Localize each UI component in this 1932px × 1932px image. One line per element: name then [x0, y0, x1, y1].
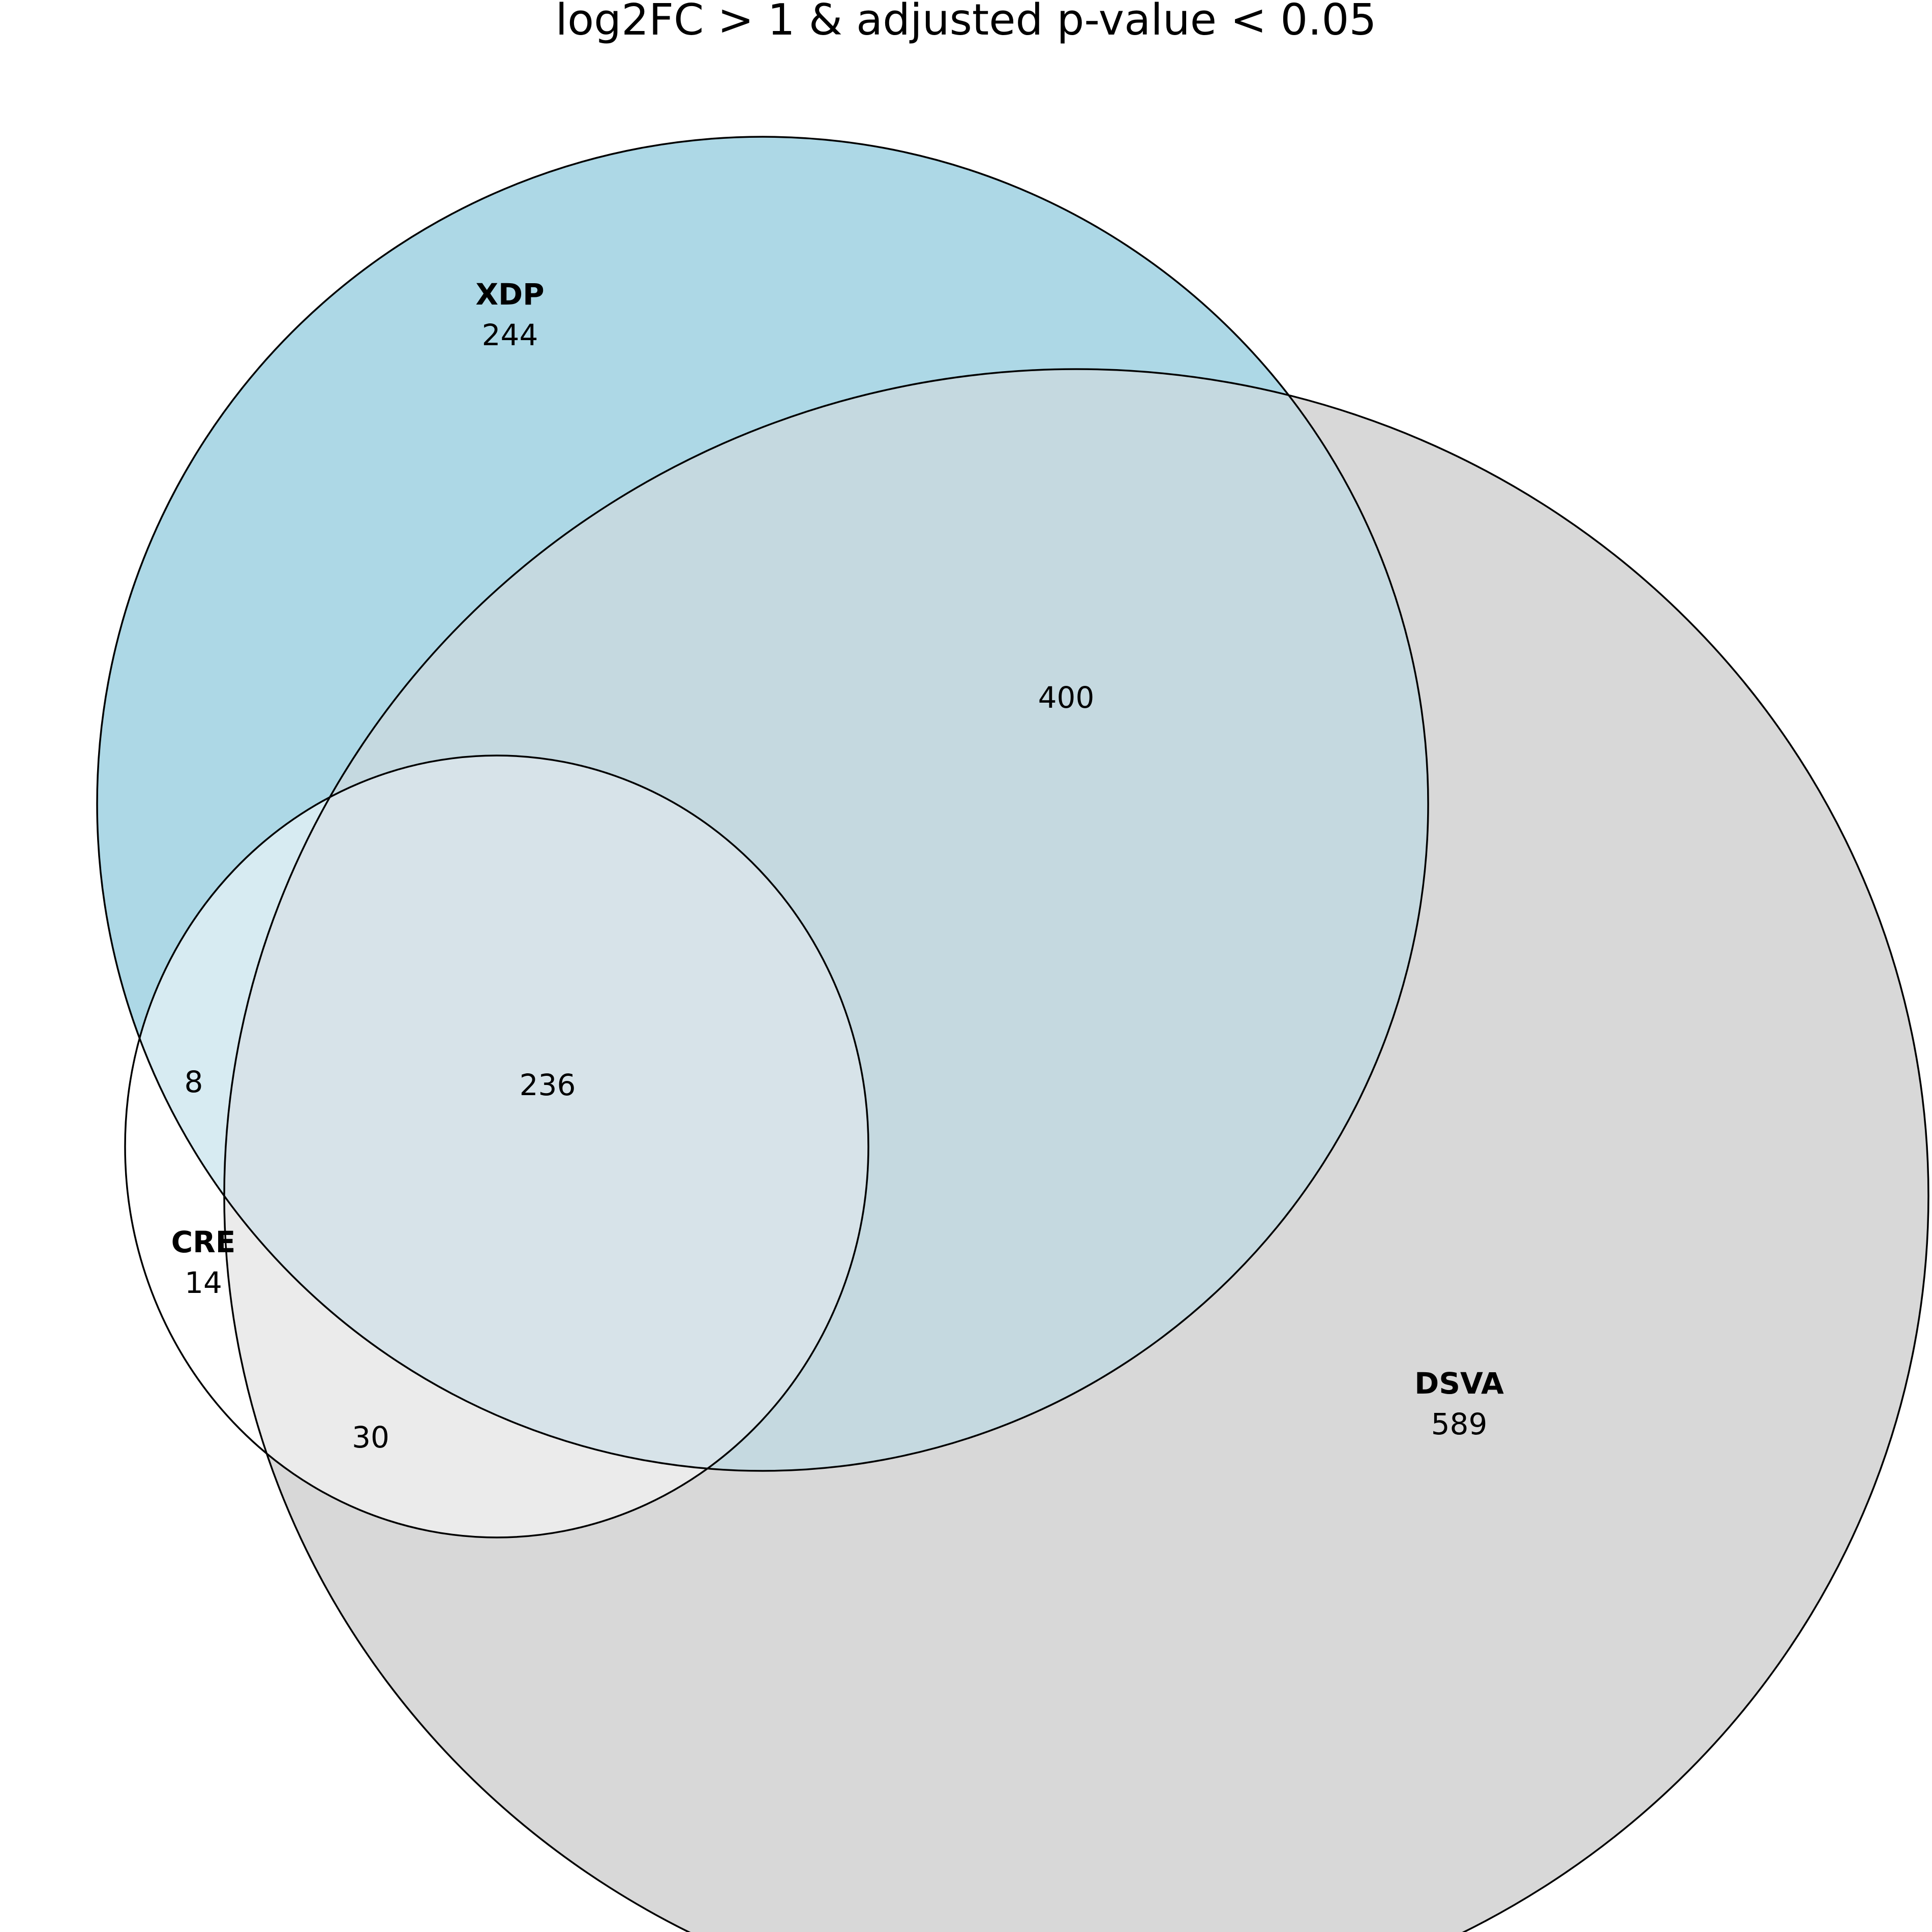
dsva-label: DSVA [1414, 1366, 1504, 1401]
cre-label: CRE [171, 1225, 236, 1259]
xdp-count: 244 [482, 318, 538, 352]
cre-xdp-dsva-count: 236 [520, 1068, 576, 1102]
dsva-outline [223, 368, 1929, 1932]
venn-regions [97, 137, 1928, 1932]
xdp-dsva-region [224, 369, 1428, 1471]
dsva-count: 589 [1431, 1407, 1488, 1441]
diagram-title: log2FC > 1 & adjusted p-value < 0.05 [556, 0, 1377, 45]
cre-outline [124, 754, 869, 1538]
venn-outlines [96, 136, 1929, 1932]
xdp-dsva-count: 400 [1038, 680, 1095, 715]
xdp-outline [96, 136, 1429, 1472]
cre-dsva-count: 30 [352, 1420, 389, 1455]
cre-count: 14 [185, 1265, 222, 1300]
xdp-label: XDP [475, 277, 544, 312]
cre-xdp-count: 8 [185, 1065, 203, 1099]
